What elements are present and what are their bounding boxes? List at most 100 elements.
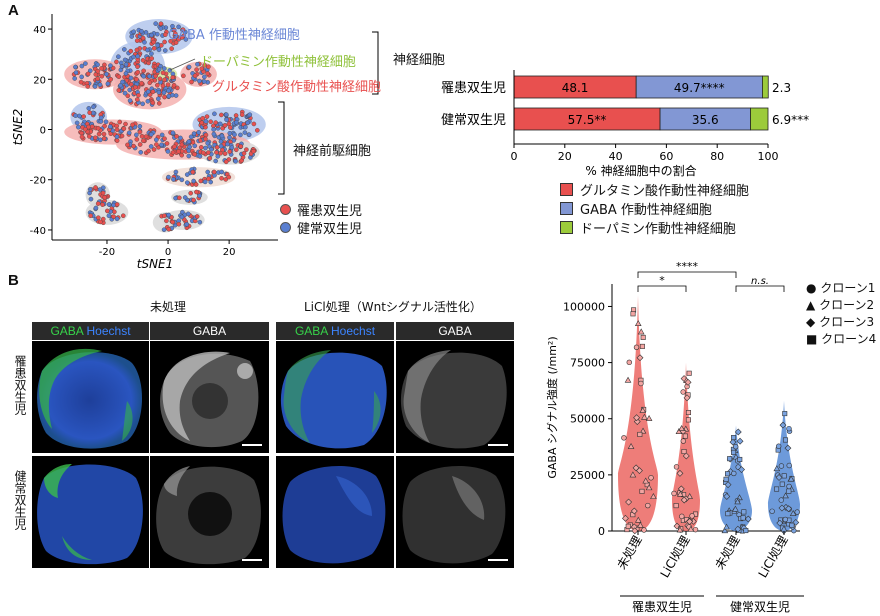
tsne-point bbox=[93, 135, 98, 141]
violin-point bbox=[624, 376, 632, 383]
tsne-point bbox=[154, 31, 160, 37]
violin-point bbox=[731, 435, 737, 441]
tsne-point bbox=[244, 147, 249, 152]
tsne-point bbox=[155, 82, 160, 88]
violin-point bbox=[686, 518, 694, 525]
tsne-point bbox=[156, 47, 162, 53]
bar-legend-item: GABA 作動性神経細胞 bbox=[560, 201, 749, 220]
tsne-point bbox=[166, 226, 172, 232]
tsne-point bbox=[194, 214, 200, 219]
violin-point bbox=[734, 498, 741, 505]
tsne-point bbox=[166, 93, 172, 99]
tsne-point bbox=[125, 93, 131, 99]
tsne-point bbox=[202, 74, 207, 80]
clone-legend-item: ■ クローン4 bbox=[806, 332, 877, 346]
tsne-point bbox=[134, 77, 139, 82]
micrograph-affected-licl-merge bbox=[276, 341, 394, 453]
tsne-point bbox=[123, 62, 129, 67]
tsne-point bbox=[140, 58, 146, 63]
tsne-point bbox=[86, 106, 92, 111]
micrograph-healthy-untreated-gaba bbox=[150, 456, 269, 568]
sig-bracket-top bbox=[637, 271, 737, 278]
tsne-point bbox=[218, 143, 224, 149]
bar-legend-item: ドーパミン作動性神経細胞 bbox=[560, 220, 749, 239]
tsne-point bbox=[182, 195, 188, 200]
tsne-point bbox=[134, 47, 140, 53]
violin-point bbox=[642, 477, 650, 484]
tsne-point bbox=[92, 84, 98, 89]
tsne-point bbox=[114, 134, 120, 140]
violin-point bbox=[685, 417, 691, 423]
tsne-y-tick-label: 40 bbox=[33, 25, 46, 36]
tsne-point bbox=[255, 128, 260, 133]
tsne-point bbox=[217, 121, 223, 127]
tsne-point bbox=[86, 134, 92, 139]
tsne-point bbox=[73, 64, 78, 70]
tsne-point bbox=[176, 24, 181, 30]
tsne-point bbox=[97, 187, 103, 192]
tsne-legend-item: 健常双生児 bbox=[280, 221, 362, 239]
tsne-point bbox=[111, 214, 116, 220]
tsne-point bbox=[149, 56, 155, 61]
progenitors-bracket-label: 神経前駆細胞 bbox=[293, 144, 372, 159]
tsne-point bbox=[139, 134, 145, 139]
tsne-point bbox=[114, 138, 120, 143]
tsne-point bbox=[180, 27, 186, 33]
sig-bracket-ns bbox=[735, 285, 785, 292]
violin-point bbox=[637, 431, 643, 437]
violin-point bbox=[621, 514, 629, 522]
tsne-point bbox=[79, 74, 84, 80]
tsne-point bbox=[114, 202, 120, 207]
tsne-point bbox=[85, 84, 91, 89]
tsne-point bbox=[114, 59, 119, 65]
violin-point bbox=[680, 389, 686, 395]
bar-category-label: 健常双生児 bbox=[441, 113, 506, 128]
tsne-point bbox=[205, 150, 211, 155]
tsne-point bbox=[213, 120, 218, 125]
violin-point bbox=[723, 476, 729, 482]
tsne-point bbox=[170, 130, 176, 136]
tsne-point bbox=[191, 178, 196, 184]
tsne-point bbox=[91, 104, 96, 110]
bar-data-label: 2.3 bbox=[772, 81, 791, 95]
tsne-point bbox=[177, 195, 182, 201]
col-title-licl: LiCl処理（Wntシグナル活性化） bbox=[304, 300, 482, 314]
tsne-point bbox=[173, 195, 178, 201]
violin-point bbox=[729, 438, 737, 446]
tsne-point bbox=[143, 134, 149, 139]
tsne-point bbox=[179, 214, 185, 220]
violin-y-tick-label: 50000 bbox=[570, 413, 605, 426]
tsne-point bbox=[170, 150, 176, 155]
violin-point bbox=[640, 334, 646, 340]
tsne-point bbox=[95, 68, 101, 74]
bar-x-tick-label: 0 bbox=[511, 150, 518, 163]
violin-point bbox=[787, 475, 795, 482]
violin-point bbox=[782, 492, 789, 499]
tsne-point bbox=[158, 21, 164, 27]
micrograph-healthy-licl-gaba bbox=[396, 456, 514, 568]
tsne-point bbox=[114, 216, 120, 222]
violin-point bbox=[680, 438, 687, 444]
tsne-point bbox=[100, 190, 106, 196]
tsne-point bbox=[156, 67, 162, 72]
tsne-point bbox=[161, 90, 167, 95]
tsne-point bbox=[151, 147, 157, 152]
tsne-point bbox=[114, 123, 120, 129]
tsne-point bbox=[148, 144, 154, 149]
tsne-point bbox=[116, 88, 122, 93]
tsne-point bbox=[179, 177, 185, 183]
tsne-point bbox=[101, 131, 107, 137]
violin-point bbox=[769, 508, 775, 514]
tsne-point bbox=[166, 174, 171, 180]
tsne-point bbox=[104, 71, 109, 77]
panel-a-letter: A bbox=[8, 2, 19, 19]
violin-y-axis-label: GABA シグナル強度 (/mm²) bbox=[545, 336, 559, 478]
violin-point bbox=[744, 515, 752, 523]
tsne-point bbox=[149, 51, 154, 56]
micrograph-affected-licl-gaba bbox=[396, 341, 514, 453]
tsne-point bbox=[156, 89, 162, 95]
tsne-point bbox=[196, 130, 201, 135]
violin-point bbox=[725, 471, 731, 477]
violin-point bbox=[625, 498, 633, 506]
tsne-point bbox=[85, 71, 91, 77]
